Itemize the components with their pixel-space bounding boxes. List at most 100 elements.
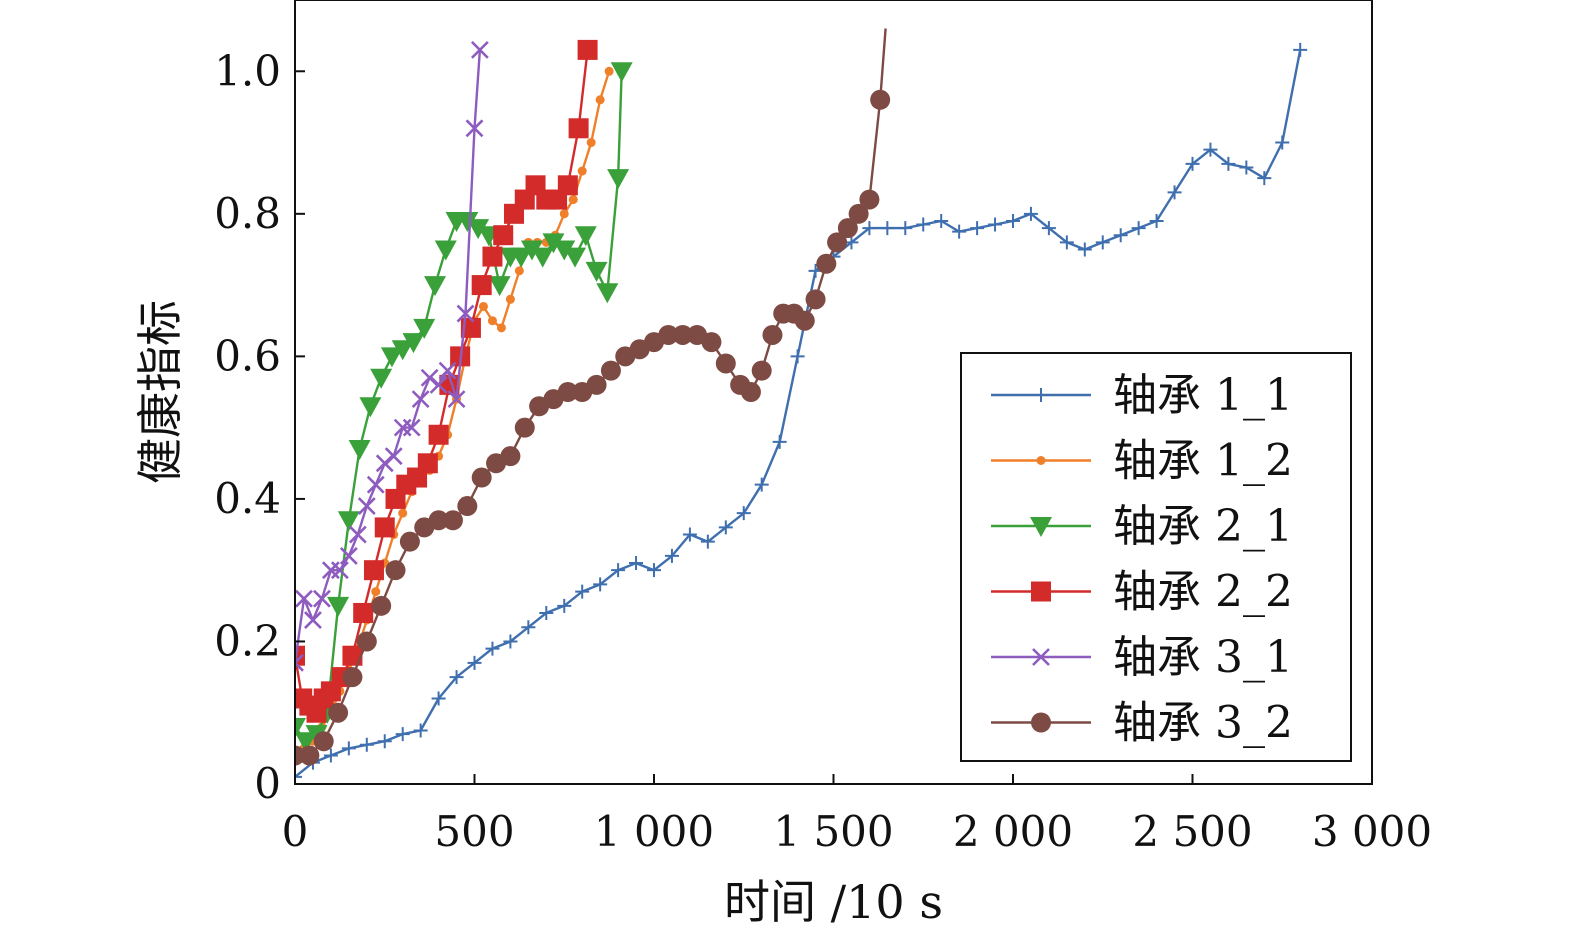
series-3-marker bbox=[564, 247, 587, 268]
series-1-marker bbox=[988, 217, 1003, 232]
series-1-marker bbox=[1275, 135, 1290, 150]
series-4-marker bbox=[363, 560, 384, 581]
series-1-marker bbox=[295, 769, 302, 784]
series-3-marker bbox=[327, 596, 350, 617]
series-1-marker bbox=[395, 727, 410, 742]
series-1-marker bbox=[1131, 221, 1146, 236]
legend-box bbox=[960, 352, 1352, 762]
series-6-marker bbox=[586, 374, 607, 395]
series-5-marker bbox=[420, 368, 439, 387]
x-tick-label: 1 000 bbox=[594, 807, 714, 856]
series-6-marker bbox=[805, 289, 826, 310]
legend-label: 轴承 1_2 bbox=[1113, 436, 1293, 487]
series-3-marker bbox=[391, 340, 414, 361]
series-5-marker bbox=[366, 475, 385, 494]
series-6-marker bbox=[328, 702, 349, 723]
series-4-marker bbox=[493, 225, 514, 246]
series-5-marker bbox=[438, 361, 457, 380]
series-5-marker bbox=[384, 447, 403, 466]
series-6-marker bbox=[471, 467, 492, 488]
series-1-marker bbox=[754, 477, 769, 492]
series-1-marker bbox=[1059, 235, 1074, 250]
series-1-marker bbox=[736, 506, 751, 521]
series-3-marker bbox=[574, 226, 597, 247]
series-5-marker bbox=[470, 40, 489, 59]
series-3-marker bbox=[467, 219, 490, 240]
series-3-marker bbox=[542, 233, 565, 254]
series-2 bbox=[295, 66, 614, 760]
series-6-marker bbox=[715, 353, 736, 374]
series-6-marker bbox=[658, 324, 679, 345]
series-4-marker bbox=[295, 645, 305, 666]
series-3-marker bbox=[585, 261, 608, 282]
series-6-marker bbox=[794, 310, 815, 331]
series-1-marker bbox=[611, 563, 626, 578]
series-1-marker bbox=[1185, 156, 1200, 171]
series-3-marker bbox=[510, 247, 533, 268]
series-1-marker bbox=[1077, 242, 1092, 257]
series-6-marker bbox=[848, 203, 869, 224]
series-1-marker bbox=[413, 723, 428, 738]
axes-layer: 0 500 1 000 1 500 2 000 2 500 3 000 0 0.2 0.4 0.6 0… bbox=[133, 0, 1432, 929]
legend-item: 轴承 3_1 bbox=[991, 632, 1293, 683]
series-2-line bbox=[295, 70, 611, 757]
series-2-marker bbox=[398, 508, 408, 518]
series-6-marker bbox=[356, 631, 377, 652]
series-1-marker bbox=[377, 734, 392, 749]
series-6-marker bbox=[751, 360, 772, 381]
series-2-marker bbox=[487, 316, 497, 326]
series-5-marker bbox=[402, 418, 421, 437]
series-4-marker bbox=[374, 517, 395, 538]
legend-label: 轴承 3_2 bbox=[1113, 698, 1293, 749]
series-6-marker bbox=[557, 382, 578, 402]
series-1-marker bbox=[772, 434, 787, 449]
series-5-marker bbox=[348, 525, 367, 544]
series-1-marker bbox=[790, 349, 805, 364]
series-4-marker bbox=[342, 645, 363, 666]
series-1-marker bbox=[629, 556, 644, 571]
legend-label: 轴承 3_1 bbox=[1113, 632, 1293, 683]
series-6-marker bbox=[816, 253, 837, 274]
series-1-marker bbox=[898, 221, 913, 236]
series-1-marker bbox=[1006, 213, 1020, 228]
series-layer bbox=[295, 28, 1308, 784]
series-5-marker bbox=[465, 119, 484, 138]
y-tick-label: 0.4 bbox=[214, 474, 281, 523]
series-3-marker bbox=[520, 240, 543, 261]
series-1-marker bbox=[934, 213, 949, 228]
series-1-marker bbox=[862, 221, 877, 236]
series-4-marker bbox=[471, 275, 492, 296]
series-1-marker bbox=[431, 691, 446, 706]
series-1-marker bbox=[916, 217, 931, 232]
series-1-marker bbox=[718, 520, 733, 535]
series-3-marker bbox=[434, 240, 457, 261]
legend-marker bbox=[1036, 456, 1046, 465]
y-tick-label: 0.8 bbox=[214, 189, 281, 238]
series-1-marker bbox=[1041, 221, 1056, 236]
series-3-marker bbox=[610, 62, 633, 83]
legend-label: 轴承 2_2 bbox=[1113, 567, 1293, 618]
series-1-marker bbox=[467, 655, 482, 670]
series-5-marker bbox=[456, 304, 475, 323]
series-3-marker bbox=[370, 368, 393, 389]
series-1-marker bbox=[1167, 185, 1182, 200]
legend-marker bbox=[1032, 648, 1050, 666]
series-1-marker bbox=[664, 548, 679, 563]
series-3-marker bbox=[359, 397, 382, 418]
series-4-marker bbox=[417, 453, 438, 474]
series-3-marker bbox=[596, 283, 619, 304]
series-1-marker bbox=[521, 620, 536, 635]
series-6-marker bbox=[672, 324, 693, 345]
series-6-marker bbox=[514, 417, 535, 438]
series-6-marker bbox=[371, 595, 392, 616]
x-axis-title: 时间 /10 s bbox=[724, 875, 943, 929]
series-4-marker bbox=[557, 175, 578, 196]
series-2-marker bbox=[595, 95, 605, 105]
legend-marker bbox=[1031, 581, 1051, 602]
series-2-marker bbox=[559, 209, 569, 219]
y-tick-label: 1.0 bbox=[214, 46, 281, 95]
legend-label: 轴承 2_1 bbox=[1113, 501, 1293, 552]
series-1-marker bbox=[1257, 171, 1272, 186]
y-tick-label: 0.6 bbox=[214, 331, 281, 380]
